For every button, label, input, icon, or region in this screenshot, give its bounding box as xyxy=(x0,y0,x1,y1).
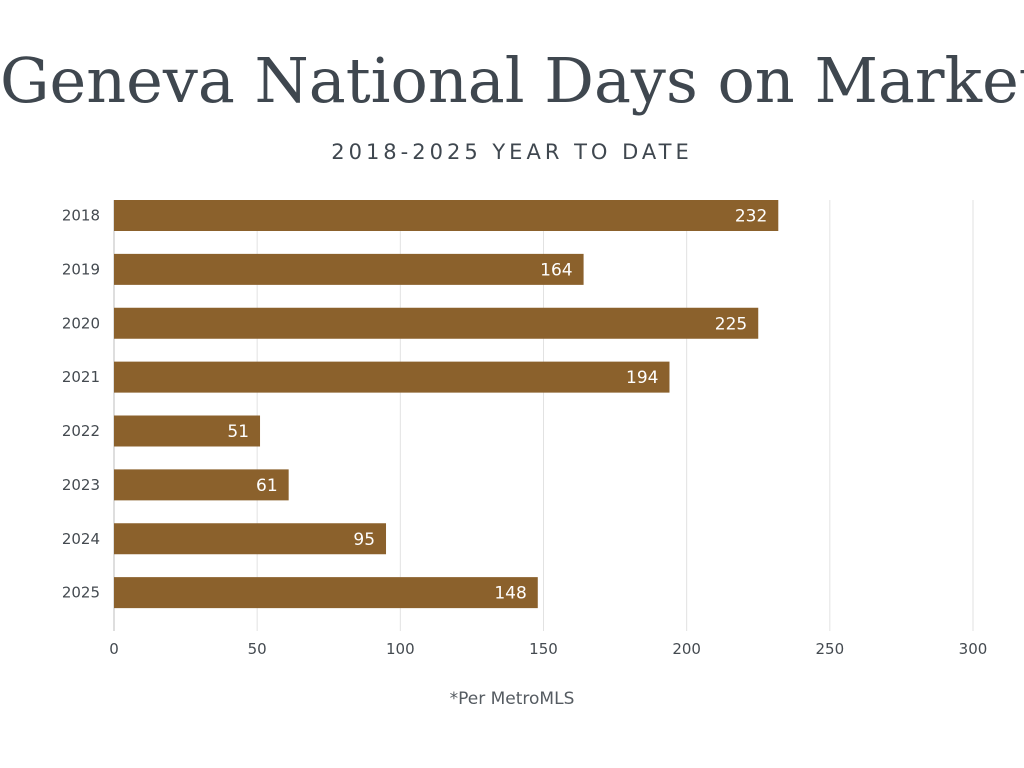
data-label: 225 xyxy=(715,314,747,334)
x-tick-labels: 0 50 100 150 200 250 300 xyxy=(109,640,987,658)
data-label: 232 xyxy=(735,207,767,227)
bar-2024 xyxy=(114,523,387,555)
x-tick-label: 150 xyxy=(529,640,558,658)
data-label: 194 xyxy=(626,368,658,388)
category-label: 2021 xyxy=(62,368,100,386)
bar-2022 xyxy=(114,415,261,447)
chart-subtitle: 2018-2025 YEAR TO DATE xyxy=(331,140,693,164)
footnote: *Per MetroMLS xyxy=(449,689,575,709)
data-label: 95 xyxy=(353,530,375,550)
category-label: 2019 xyxy=(62,260,100,278)
data-label: 61 xyxy=(256,476,278,496)
category-label: 2020 xyxy=(62,314,100,332)
bar-2025 xyxy=(114,577,538,609)
category-label: 2018 xyxy=(62,207,100,225)
data-label: 51 xyxy=(227,422,249,442)
data-label: 148 xyxy=(494,584,526,604)
x-tick-label: 200 xyxy=(672,640,701,658)
x-tick-label: 300 xyxy=(959,640,988,658)
category-label: 2025 xyxy=(62,584,100,602)
chart-title: Geneva National Days on Market xyxy=(0,44,1024,117)
category-label: 2024 xyxy=(62,530,100,548)
bar-2020 xyxy=(114,307,759,339)
bar-2023 xyxy=(114,469,289,501)
bar-2021 xyxy=(114,361,670,393)
category-labels: 2018 2019 2020 2021 2022 2023 2024 2025 xyxy=(62,207,100,602)
x-tick-label: 50 xyxy=(248,640,267,658)
x-tick-label: 250 xyxy=(816,640,845,658)
x-tick-label: 0 xyxy=(109,640,119,658)
bar-2019 xyxy=(114,253,584,285)
data-label: 164 xyxy=(540,260,572,280)
category-label: 2023 xyxy=(62,476,100,494)
bars: 232 164 225 194 51 61 95 148 xyxy=(114,200,779,609)
x-tick-label: 100 xyxy=(386,640,415,658)
category-label: 2022 xyxy=(62,422,100,440)
bar-2018 xyxy=(114,200,779,231)
